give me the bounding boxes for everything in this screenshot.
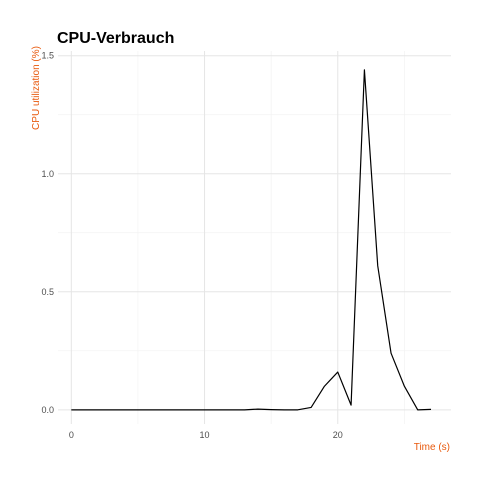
chart-title: CPU-Verbrauch: [57, 30, 174, 47]
x-tick-label: 10: [200, 430, 210, 440]
cpu-series-line: [71, 69, 432, 411]
y-tick-labels: 0.0 0.5 1.0 1.5: [41, 51, 54, 415]
y-tick-label: 0.5: [41, 287, 54, 297]
y-tick-label: 1.0: [41, 169, 54, 179]
x-tick-label: 0: [69, 430, 74, 440]
y-tick-label: 0.0: [41, 405, 54, 415]
y-tick-label: 1.5: [41, 51, 54, 61]
major-gridlines: [58, 51, 451, 424]
x-tick-labels: 0 10 20: [69, 430, 343, 440]
minor-gridlines: [58, 51, 451, 424]
y-axis-label: CPU utilization (%): [31, 46, 42, 130]
x-tick-label: 20: [333, 430, 343, 440]
series-layer: [71, 69, 432, 411]
x-axis-label: Time (s): [414, 442, 450, 453]
